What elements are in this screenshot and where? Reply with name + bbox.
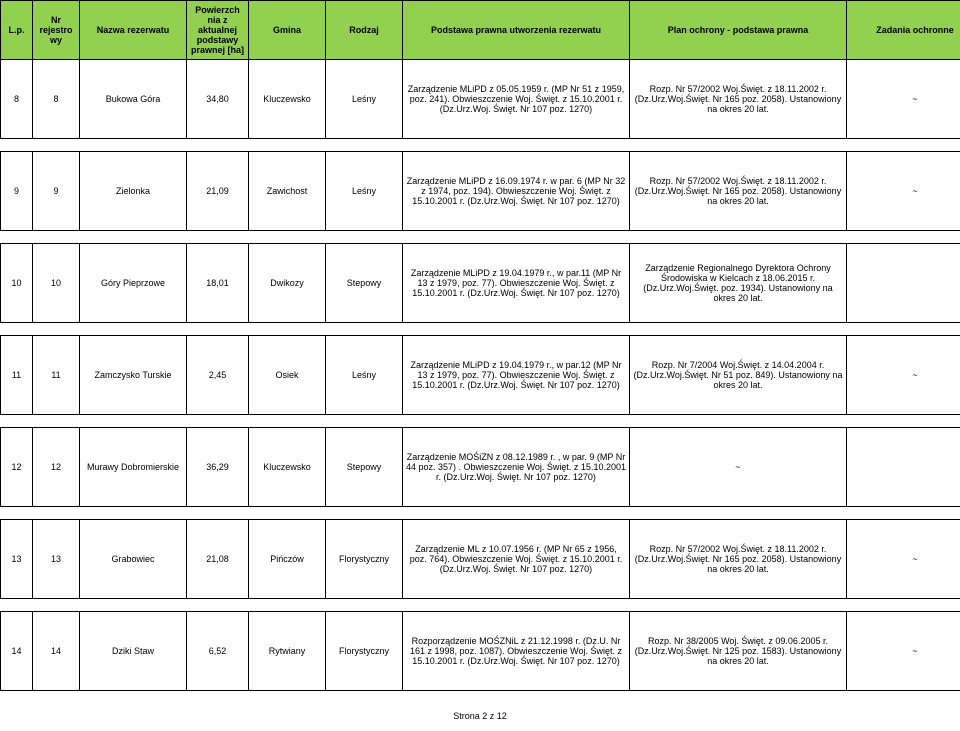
cell-zadania: ~ — [847, 152, 960, 231]
cell-lp: 13 — [1, 520, 33, 599]
cell-plan: ~ — [630, 428, 847, 507]
header-rodzaj: Rodzaj — [326, 1, 403, 60]
cell-nazwa: Murawy Dobromierskie — [80, 428, 187, 507]
cell-nazwa: Grabowiec — [80, 520, 187, 599]
cell-nr: 10 — [33, 244, 80, 323]
cell-gmina: Kluczewsko — [249, 428, 326, 507]
cell-nr: 9 — [33, 152, 80, 231]
cell-pow: 2,45 — [187, 336, 249, 415]
header-pow: Powierzch nia z aktualnej podstawy prawn… — [187, 1, 249, 60]
cell-nr: 11 — [33, 336, 80, 415]
cell-plan: Rozp. Nr 7/2004 Woj.Święt. z 14.04.2004 … — [630, 336, 847, 415]
header-nr: Nr rejestro wy — [33, 1, 80, 60]
cell-plan: Zarządzenie Regionalnego Dyrektora Ochro… — [630, 244, 847, 323]
cell-zadania: ~ — [847, 60, 960, 139]
cell-rodzaj: Stepowy — [326, 244, 403, 323]
spacer-row — [1, 231, 960, 244]
cell-plan: Rozp. Nr 57/2002 Woj.Święt. z 18.11.2002… — [630, 520, 847, 599]
header-zadania: Zadania ochronne — [847, 1, 960, 60]
header-lp: L.p. — [1, 1, 33, 60]
header-podstawa: Podstawa prawna utworzenia rezerwatu — [403, 1, 630, 60]
cell-gmina: Pińczów — [249, 520, 326, 599]
cell-podstawa: Zarządzenie MLiPD z 19.04.1979 r., w par… — [403, 336, 630, 415]
cell-rodzaj: Leśny — [326, 336, 403, 415]
cell-zadania — [847, 244, 960, 323]
table-row: 1212Murawy Dobromierskie36,29KluczewskoS… — [1, 428, 960, 507]
cell-pow: 21,08 — [187, 520, 249, 599]
cell-podstawa: Zarządzenie MLiPD z 05.05.1959 r. (MP Nr… — [403, 60, 630, 139]
cell-lp: 12 — [1, 428, 33, 507]
cell-zadania — [847, 428, 960, 507]
table-row: 88Bukowa Góra34,80KluczewskoLeśnyZarządz… — [1, 60, 960, 139]
table-row: 1111Zamczysko Turskie2,45OsiekLeśnyZarzą… — [1, 336, 960, 415]
cell-podstawa: Zarządzenie MLiPD z 19.04.1979 r., w par… — [403, 244, 630, 323]
cell-pow: 6,52 — [187, 612, 249, 691]
spacer-row — [1, 139, 960, 152]
cell-gmina: Osiek — [249, 336, 326, 415]
spacer-row — [1, 599, 960, 612]
table-row: 1313Grabowiec21,08PińczówFlorystycznyZar… — [1, 520, 960, 599]
reserve-table: L.p. Nr rejestro wy Nazwa rezerwatu Powi… — [0, 0, 960, 691]
cell-nazwa: Bukowa Góra — [80, 60, 187, 139]
cell-zadania: ~ — [847, 336, 960, 415]
cell-zadania: ~ — [847, 520, 960, 599]
cell-nr: 14 — [33, 612, 80, 691]
table-row: 1010Góry Pieprzowe18,01DwikozyStepowyZar… — [1, 244, 960, 323]
cell-lp: 11 — [1, 336, 33, 415]
cell-podstawa: Rozporządzenie MOŚZNiL z 21.12.1998 r. (… — [403, 612, 630, 691]
header-plan: Plan ochrony - podstawa prawna — [630, 1, 847, 60]
cell-lp: 8 — [1, 60, 33, 139]
cell-pow: 18,01 — [187, 244, 249, 323]
header-nazwa: Nazwa rezerwatu — [80, 1, 187, 60]
cell-gmina: Dwikozy — [249, 244, 326, 323]
cell-nr: 13 — [33, 520, 80, 599]
cell-nr: 8 — [33, 60, 80, 139]
cell-nazwa: Zamczysko Turskie — [80, 336, 187, 415]
cell-plan: Rozp. Nr 57/2002 Woj.Święt. z 18.11.2002… — [630, 60, 847, 139]
cell-rodzaj: Leśny — [326, 152, 403, 231]
table-row: 1414Dziki Staw6,52RytwianyFlorystycznyRo… — [1, 612, 960, 691]
cell-lp: 9 — [1, 152, 33, 231]
cell-pow: 34,80 — [187, 60, 249, 139]
cell-plan: Rozp. Nr 38/2005 Woj. Święt. z 09.06.200… — [630, 612, 847, 691]
cell-rodzaj: Leśny — [326, 60, 403, 139]
spacer-row — [1, 415, 960, 428]
header-row: L.p. Nr rejestro wy Nazwa rezerwatu Powi… — [1, 1, 960, 60]
cell-rodzaj: Stepowy — [326, 428, 403, 507]
page-footer: Strona 2 z 12 — [0, 711, 960, 731]
cell-podstawa: Zarządzenie MOŚiZN z 08.12.1989 r. , w p… — [403, 428, 630, 507]
cell-pow: 36,29 — [187, 428, 249, 507]
cell-pow: 21,09 — [187, 152, 249, 231]
cell-gmina: Rytwiany — [249, 612, 326, 691]
cell-gmina: Zawichost — [249, 152, 326, 231]
cell-zadania: ~ — [847, 612, 960, 691]
cell-nazwa: Dziki Staw — [80, 612, 187, 691]
cell-plan: Rozp. Nr 57/2002 Woj.Święt. z 18.11.2002… — [630, 152, 847, 231]
cell-podstawa: Zarządzenie ML z 10.07.1956 r. (MP Nr 65… — [403, 520, 630, 599]
spacer-row — [1, 323, 960, 336]
spacer-row — [1, 507, 960, 520]
cell-lp: 10 — [1, 244, 33, 323]
cell-gmina: Kluczewsko — [249, 60, 326, 139]
cell-lp: 14 — [1, 612, 33, 691]
header-gmina: Gmina — [249, 1, 326, 60]
cell-podstawa: Zarządzenie MLiPD z 16.09.1974 r. w par.… — [403, 152, 630, 231]
cell-rodzaj: Florystyczny — [326, 520, 403, 599]
cell-nr: 12 — [33, 428, 80, 507]
cell-nazwa: Zielonka — [80, 152, 187, 231]
cell-nazwa: Góry Pieprzowe — [80, 244, 187, 323]
table-row: 99Zielonka21,09ZawichostLeśnyZarządzenie… — [1, 152, 960, 231]
cell-rodzaj: Florystyczny — [326, 612, 403, 691]
